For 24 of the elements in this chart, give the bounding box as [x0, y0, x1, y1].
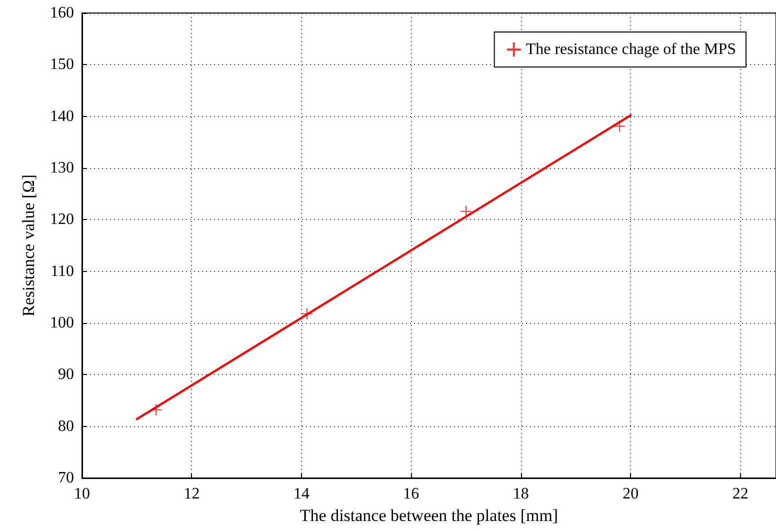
- y-tick-label: 100: [50, 314, 74, 332]
- point: [460, 205, 472, 218]
- x-tick-label: 22: [732, 486, 748, 502]
- y-tick-label: 110: [50, 262, 74, 280]
- point: [300, 308, 313, 320]
- x-tick-label: 10: [74, 486, 90, 502]
- x-tick-label: 20: [622, 486, 639, 502]
- legend-label: The resistance chage of the MPS: [526, 41, 736, 58]
- y-axis-title: Resistance value [Ω]: [19, 174, 38, 316]
- y-tick-label: 140: [50, 108, 74, 125]
- point: [150, 404, 162, 416]
- x-tick-label: 14: [293, 486, 310, 502]
- x-tick-label: 16: [403, 486, 420, 502]
- y-tick-label: 120: [50, 211, 74, 228]
- y-tick-label: 80: [58, 418, 74, 435]
- x-tick-label: 12: [184, 486, 200, 502]
- y-tick-label: 150: [50, 56, 74, 74]
- y-tick-label: 130: [50, 160, 74, 176]
- y-tick-label: 70: [58, 470, 74, 486]
- y-tick-label: 90: [58, 366, 74, 384]
- x-axis-title: The distance between the plates [mm]: [300, 506, 558, 525]
- point: [614, 120, 626, 132]
- x-tick-label: 18: [512, 486, 529, 502]
- y-tick-label: 160: [50, 4, 74, 22]
